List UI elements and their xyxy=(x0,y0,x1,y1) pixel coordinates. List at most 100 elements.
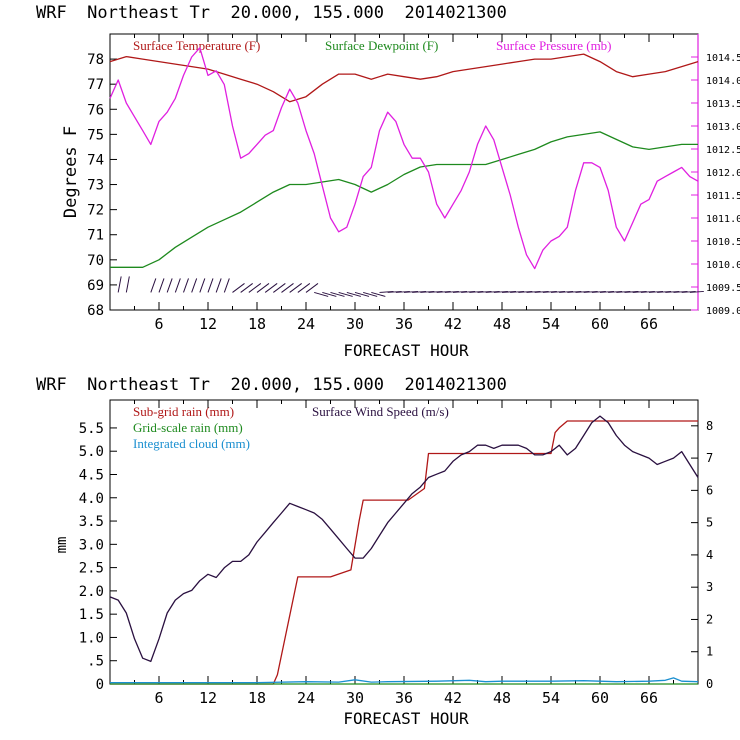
bottom-y2-tick-label: 8 xyxy=(706,419,713,433)
bottom-legend: Sub-grid rain (mm) Grid-scale rain (mm) … xyxy=(133,404,449,451)
bottom-series xyxy=(109,415,699,685)
wind-barb xyxy=(379,290,394,293)
legend-surface-dewpoint: Surface Dewpoint (F) xyxy=(325,38,438,53)
top-x-tick-label: 48 xyxy=(493,315,511,333)
top-y-tick-label: 77 xyxy=(87,77,104,93)
top-y-tick-label: 68 xyxy=(87,303,104,319)
top-y2-tick-label: 1010.5 xyxy=(706,237,740,248)
wind-barb xyxy=(657,290,672,293)
wind-barb xyxy=(264,283,278,293)
top-y2-tick-label: 1014.5 xyxy=(706,53,740,64)
wind-barb xyxy=(542,290,557,293)
wind-barb xyxy=(248,283,262,293)
wind-barb xyxy=(281,283,294,293)
bottom-y-tick-label: 3.0 xyxy=(79,537,104,553)
wind-barb xyxy=(232,283,245,293)
wind-barb xyxy=(150,278,157,293)
bottom-y-tick-label: 5.5 xyxy=(79,421,104,437)
top-right-axis: 1009.0 1009.5 1010.0 1010.5 1011.0 1011.5 1012… xyxy=(691,34,740,317)
series-integrated-cloud-line xyxy=(110,677,699,684)
wind-barb xyxy=(297,283,311,293)
wind-barbs xyxy=(117,276,704,297)
bottom-y-tick-label: 2.5 xyxy=(79,561,104,577)
wind-barb xyxy=(183,278,189,293)
bottom-left-axis: 0 .5 1.0 1.5 2.0 2.5 3.0 3.5 4.0 4.5 5.0 5.5 xyxy=(79,421,117,693)
wind-barb xyxy=(493,290,508,293)
legend-surface-temperature: Surface Temperature (F) xyxy=(133,38,260,53)
wind-barb xyxy=(215,278,222,293)
top-x-tick-label: 60 xyxy=(591,315,609,333)
wind-barb xyxy=(395,290,410,293)
legend-surface-wind-speed: Surface Wind Speed (m/s) xyxy=(312,404,449,419)
wind-barb xyxy=(534,290,549,293)
bottom-x-tick-label: 48 xyxy=(493,689,511,707)
bottom-right-axis: 0 1 2 3 4 5 6 7 8 xyxy=(691,419,713,691)
wind-barb xyxy=(665,290,680,293)
top-y-tick-label: 74 xyxy=(87,152,104,168)
wind-barb xyxy=(363,291,378,297)
wind-barb xyxy=(289,283,302,293)
bottom-y-axis-label: mm xyxy=(54,537,70,554)
top-y-tick-label: 78 xyxy=(87,52,104,68)
bottom-y2-tick-label: 2 xyxy=(706,612,713,626)
bottom-x-tick-label: 66 xyxy=(640,689,658,707)
series-surface-wind-speed-line xyxy=(109,415,699,663)
top-y2-tick-label: 1011.5 xyxy=(706,191,740,202)
top-y-tick-label: 70 xyxy=(87,253,104,269)
wind-barb xyxy=(526,290,541,293)
wind-barb xyxy=(632,290,647,293)
top-y2-tick-label: 1014.0 xyxy=(706,76,740,87)
series-sub-grid-rain-line xyxy=(110,420,698,685)
top-y-tick-label: 71 xyxy=(87,228,104,244)
wind-barb xyxy=(624,290,639,293)
bottom-y-tick-label: .5 xyxy=(87,654,104,670)
bottom-y2-tick-label: 4 xyxy=(706,548,713,562)
wind-barb xyxy=(485,290,500,293)
wind-barb xyxy=(305,283,319,293)
top-y2-tick-label: 1012.5 xyxy=(706,145,740,156)
bottom-y2-tick-label: 5 xyxy=(706,516,713,530)
wind-barb xyxy=(338,291,353,297)
wind-barb xyxy=(461,290,476,293)
wind-barb xyxy=(444,290,459,293)
top-x-tick-label: 66 xyxy=(640,315,658,333)
wind-barb xyxy=(420,290,435,293)
wind-barb xyxy=(681,290,696,293)
wind-barb xyxy=(436,290,451,293)
bottom-y-tick-label: 1.5 xyxy=(79,607,104,623)
wind-barb xyxy=(240,283,253,293)
wind-barb xyxy=(371,291,386,297)
bottom-y2-tick-label: 7 xyxy=(706,451,713,465)
top-left-axis: 68 69 70 71 72 73 74 75 76 77 78 xyxy=(87,52,117,319)
legend-gridscale-rain: Grid-scale rain (mm) xyxy=(133,420,243,435)
wind-barb xyxy=(518,290,533,293)
bottom-x-tick-label: 60 xyxy=(591,689,609,707)
legend-subgrid-rain: Sub-grid rain (mm) xyxy=(133,404,234,419)
top-x-tick-label: 24 xyxy=(297,315,315,333)
wind-barb xyxy=(689,290,704,293)
wind-barb xyxy=(174,278,181,293)
wind-barb xyxy=(117,276,122,293)
wind-barb xyxy=(403,290,419,293)
top-y-tick-label: 73 xyxy=(87,178,104,194)
bottom-panel-header: WRF Northeast Tr 20.000, 155.000 2014021… xyxy=(36,375,507,395)
top-y-tick-label: 75 xyxy=(87,127,104,143)
top-x-tick-label: 30 xyxy=(346,315,364,333)
top-x-tick-label: 18 xyxy=(248,315,266,333)
wind-barb xyxy=(191,278,198,293)
wind-barb xyxy=(322,291,337,297)
wind-barb xyxy=(567,290,582,293)
wind-barb xyxy=(501,290,517,293)
series-surface-pressure-line xyxy=(109,47,699,270)
wind-barb xyxy=(330,291,345,297)
bottom-y-tick-label: 5.0 xyxy=(79,444,104,460)
top-legend: Surface Temperature (F) Surface Dewpoint… xyxy=(133,38,612,53)
wind-barb xyxy=(314,291,329,297)
wind-barb xyxy=(199,278,206,293)
bottom-y-tick-label: 2.0 xyxy=(79,584,104,600)
wind-barb xyxy=(158,278,165,293)
wind-barb xyxy=(510,290,525,293)
top-x-tick-label: 36 xyxy=(395,315,413,333)
wind-barb xyxy=(125,276,130,293)
